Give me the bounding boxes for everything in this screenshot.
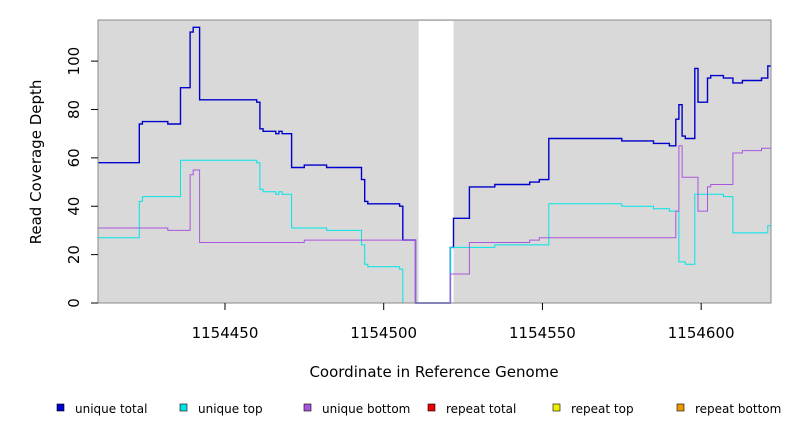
legend-swatch — [56, 403, 65, 412]
y-axis-title: Read Coverage Depth — [27, 80, 45, 245]
legend: unique total unique top unique bottom repea… — [56, 402, 781, 416]
legend-label: unique bottom — [322, 402, 410, 416]
y-axis: 0 20 40 60 80 100 — [65, 47, 98, 308]
legend-swatch — [676, 403, 685, 412]
y-tick-label: 20 — [65, 245, 83, 264]
x-tick-label: 1154600 — [668, 324, 735, 342]
legend-swatch — [552, 403, 561, 412]
y-tick-label: 100 — [65, 47, 83, 76]
y-tick-label: 80 — [65, 100, 83, 119]
x-tick-label: 1154500 — [350, 324, 417, 342]
legend-label: repeat bottom — [695, 402, 781, 416]
plot-frame — [97, 19, 772, 304]
series-line-unique-top — [98, 159, 771, 304]
legend-swatch — [427, 403, 436, 412]
legend-label: unique top — [198, 402, 263, 416]
y-tick-label: 60 — [65, 148, 83, 167]
coverage-gap — [418, 21, 454, 303]
x-tick-label: 1154450 — [192, 324, 259, 342]
legend-swatch — [179, 403, 188, 412]
x-axis: 1154450 1154500 1154550 1154600 — [192, 303, 735, 342]
legend-label: repeat top — [571, 402, 634, 416]
x-axis-title: Coordinate in Reference Genome — [309, 363, 558, 381]
y-tick-label: 0 — [65, 298, 83, 308]
legend-label: unique total — [75, 402, 147, 416]
series-line-unique-bottom — [98, 145, 771, 304]
y-tick-label: 40 — [65, 197, 83, 216]
legend-swatch — [303, 403, 312, 412]
x-tick-label: 1154550 — [509, 324, 576, 342]
legend-label: repeat total — [446, 402, 516, 416]
